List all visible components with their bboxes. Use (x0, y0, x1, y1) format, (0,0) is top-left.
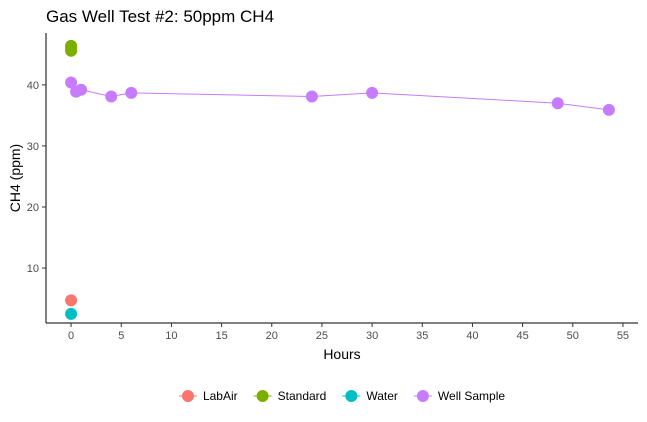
data-point-well-sample (305, 90, 318, 103)
y-axis-title: CH4 (ppm) (7, 144, 23, 212)
data-point-well-sample (75, 83, 88, 96)
data-point-labair (65, 294, 78, 307)
legend-key-standard (256, 390, 269, 402)
legend-label-labair: LabAir (203, 389, 238, 403)
legend-label-well-sample: Well Sample (438, 389, 505, 403)
x-axis-title: Hours (323, 346, 360, 362)
x-tick-label: 50 (567, 330, 579, 342)
data-point-well-sample (551, 97, 564, 110)
y-tick-label: 30 (27, 141, 39, 153)
data-point-well-sample (105, 90, 118, 103)
x-tick-label: 25 (316, 330, 328, 342)
y-tick-label: 40 (27, 80, 39, 92)
y-axis-ticks: 10 20 30 40 (27, 80, 46, 275)
series-line-well-sample (70, 82, 609, 111)
legend-key-labair (181, 390, 194, 402)
legend-label-standard: Standard (278, 389, 327, 403)
legend-label-water: Water (366, 389, 398, 403)
x-tick-label: 0 (68, 330, 74, 342)
x-tick-label: 5 (118, 330, 124, 342)
data-point-well-sample (65, 76, 78, 89)
x-tick-label: 55 (617, 330, 629, 342)
y-tick-label: 20 (27, 202, 39, 214)
x-tick-label: 15 (215, 330, 227, 342)
legend: LabAir Standard Water Well Sample (178, 389, 505, 403)
y-tick-label: 10 (27, 263, 39, 275)
x-tick-label: 10 (165, 330, 177, 342)
plot-area: 10 20 30 40 0 5 10 15 20 25 30 35 40 45 50 55 (27, 33, 638, 342)
x-tick-label: 30 (366, 330, 378, 342)
data-point-standard (65, 39, 78, 52)
x-tick-label: 35 (416, 330, 428, 342)
series-lines (70, 82, 609, 111)
x-tick-label: 45 (516, 330, 528, 342)
chart-title: Gas Well Test #2: 50ppm CH4 (46, 7, 274, 26)
x-tick-label: 20 (266, 330, 278, 342)
legend-key-water (345, 390, 358, 402)
data-point-well-sample (366, 86, 379, 99)
series-points (65, 39, 615, 320)
data-point-well-sample (125, 86, 138, 99)
x-tick-label: 40 (466, 330, 478, 342)
data-point-water (65, 307, 78, 320)
legend-key-well-sample (416, 390, 429, 402)
x-axis-ticks: 0 5 10 15 20 25 30 35 40 45 50 55 (68, 323, 629, 342)
data-point-well-sample (602, 103, 615, 116)
